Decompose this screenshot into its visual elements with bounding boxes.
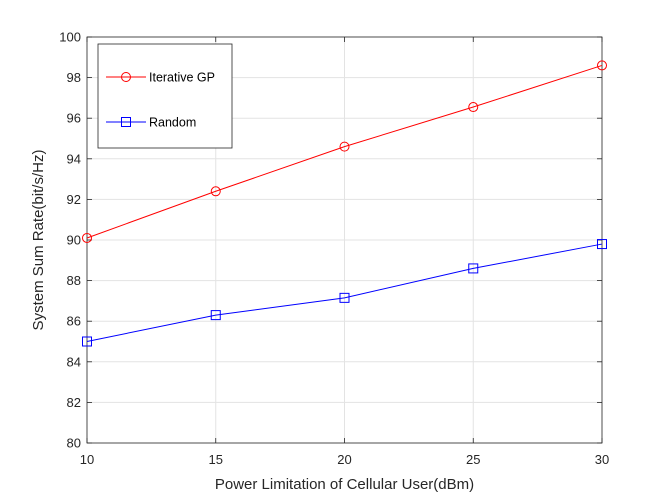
legend-label-iterative-gp: Iterative GP	[149, 71, 215, 85]
x-tick-label: 20	[337, 452, 351, 467]
y-tick-label: 88	[67, 273, 81, 288]
y-tick-label: 90	[67, 233, 81, 248]
data-series	[82, 60, 607, 347]
y-tick-label: 98	[67, 70, 81, 85]
data-point-iterative-gp	[82, 232, 92, 243]
legend: Iterative GP Random	[97, 43, 233, 149]
grid	[86, 36, 603, 444]
y-tick-label: 80	[67, 436, 81, 451]
data-point-random	[339, 292, 350, 303]
x-tick-label: 15	[209, 452, 223, 467]
y-tick-label: 92	[67, 192, 81, 207]
x-axis-title: Power Limitation of Cellular User(dBm)	[215, 476, 474, 493]
legend-box	[97, 43, 233, 149]
y-tick-label: 86	[67, 314, 81, 329]
legend-marker-iterative-gp	[121, 72, 131, 82]
data-point-iterative-gp	[597, 60, 607, 71]
y-tick-label: 100	[59, 30, 81, 45]
y-tick-label: 96	[67, 111, 81, 126]
data-point-iterative-gp	[468, 102, 479, 113]
x-tick-label: 30	[595, 452, 609, 467]
tick-labels: 10 15 20 25 30 80 82 84 86 88 90 92 94 96 98 100	[59, 30, 609, 468]
series-line-random	[86, 243, 603, 342]
data-point-iterative-gp	[210, 186, 221, 197]
data-point-random	[597, 239, 607, 250]
data-point-random	[82, 336, 92, 347]
data-point-random	[210, 310, 221, 321]
y-tick-label: 84	[67, 354, 81, 369]
y-tick-label: 94	[67, 151, 81, 166]
data-point-random	[468, 263, 479, 274]
x-tick-label: 10	[80, 452, 94, 467]
y-axis-title: System Sum Rate(bit/s/Hz)	[30, 150, 47, 331]
data-point-iterative-gp	[339, 141, 350, 152]
x-tick-label: 25	[466, 452, 480, 467]
legend-marker-random	[121, 117, 131, 127]
y-tick-label: 82	[67, 395, 81, 410]
legend-label-random: Random	[149, 116, 196, 130]
series-line-iterative-gp	[86, 64, 603, 239]
